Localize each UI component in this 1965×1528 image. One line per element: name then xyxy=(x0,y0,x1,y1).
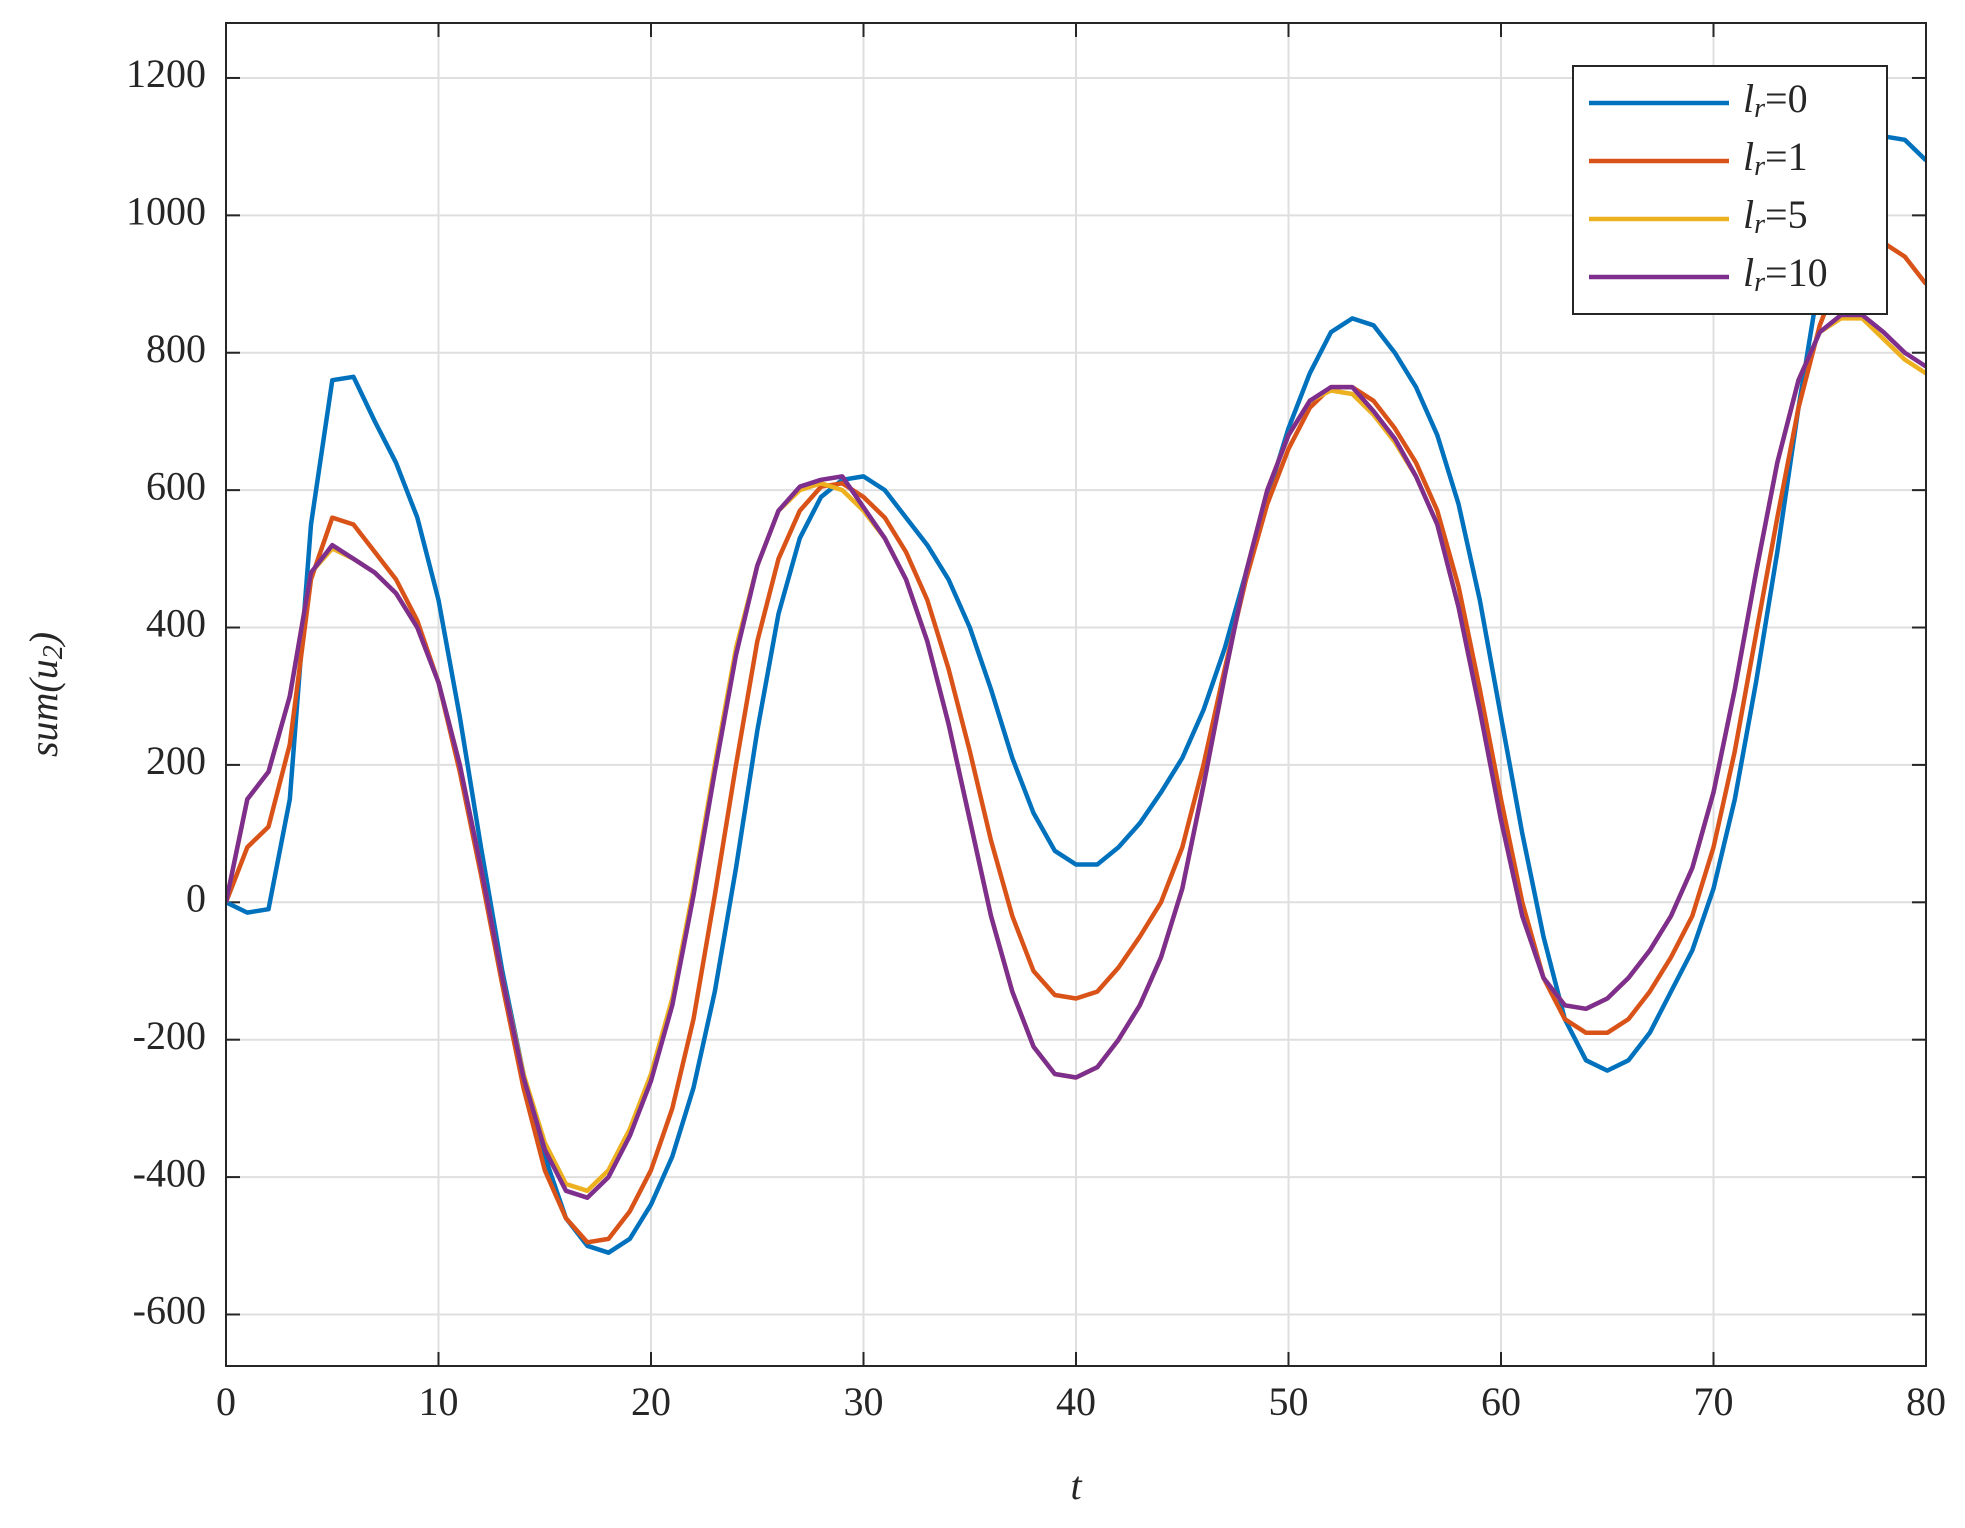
y-tick-label: 600 xyxy=(146,463,206,508)
y-tick-label: -200 xyxy=(133,1013,206,1058)
x-tick-label: 60 xyxy=(1481,1379,1521,1424)
line-series xyxy=(226,312,1926,1200)
y-tick-label: 400 xyxy=(146,601,206,646)
x-tick-label: 80 xyxy=(1906,1379,1946,1424)
legend-label: lr=5 xyxy=(1743,192,1808,240)
y-tick-label: -600 xyxy=(133,1288,206,1333)
y-tick-label: 1000 xyxy=(126,189,206,234)
series-group xyxy=(226,134,1926,1255)
y-tick-label: 800 xyxy=(146,326,206,371)
axes-box xyxy=(225,22,1927,1367)
y-tick-label: 200 xyxy=(146,738,206,783)
x-tick-label: 50 xyxy=(1269,1379,1309,1424)
legend-box xyxy=(1572,65,1888,315)
x-tick-label: 20 xyxy=(631,1379,671,1424)
x-tick-label: 0 xyxy=(216,1379,236,1424)
x-axis-label: t xyxy=(1070,1463,1082,1508)
x-tick-label: 10 xyxy=(419,1379,459,1424)
y-axis-label: sum(u2) xyxy=(21,632,69,757)
x-tick-label: 30 xyxy=(844,1379,884,1424)
y-tick-label: 0 xyxy=(186,875,206,920)
legend-label: lr=1 xyxy=(1743,134,1808,182)
legend-label: lr=0 xyxy=(1743,76,1808,124)
legend-label: lr=10 xyxy=(1743,250,1828,298)
y-tick-label: 1200 xyxy=(126,51,206,96)
x-tick-label: 70 xyxy=(1694,1379,1734,1424)
x-tick-label: 40 xyxy=(1056,1379,1096,1424)
y-tick-label: -400 xyxy=(133,1150,206,1195)
